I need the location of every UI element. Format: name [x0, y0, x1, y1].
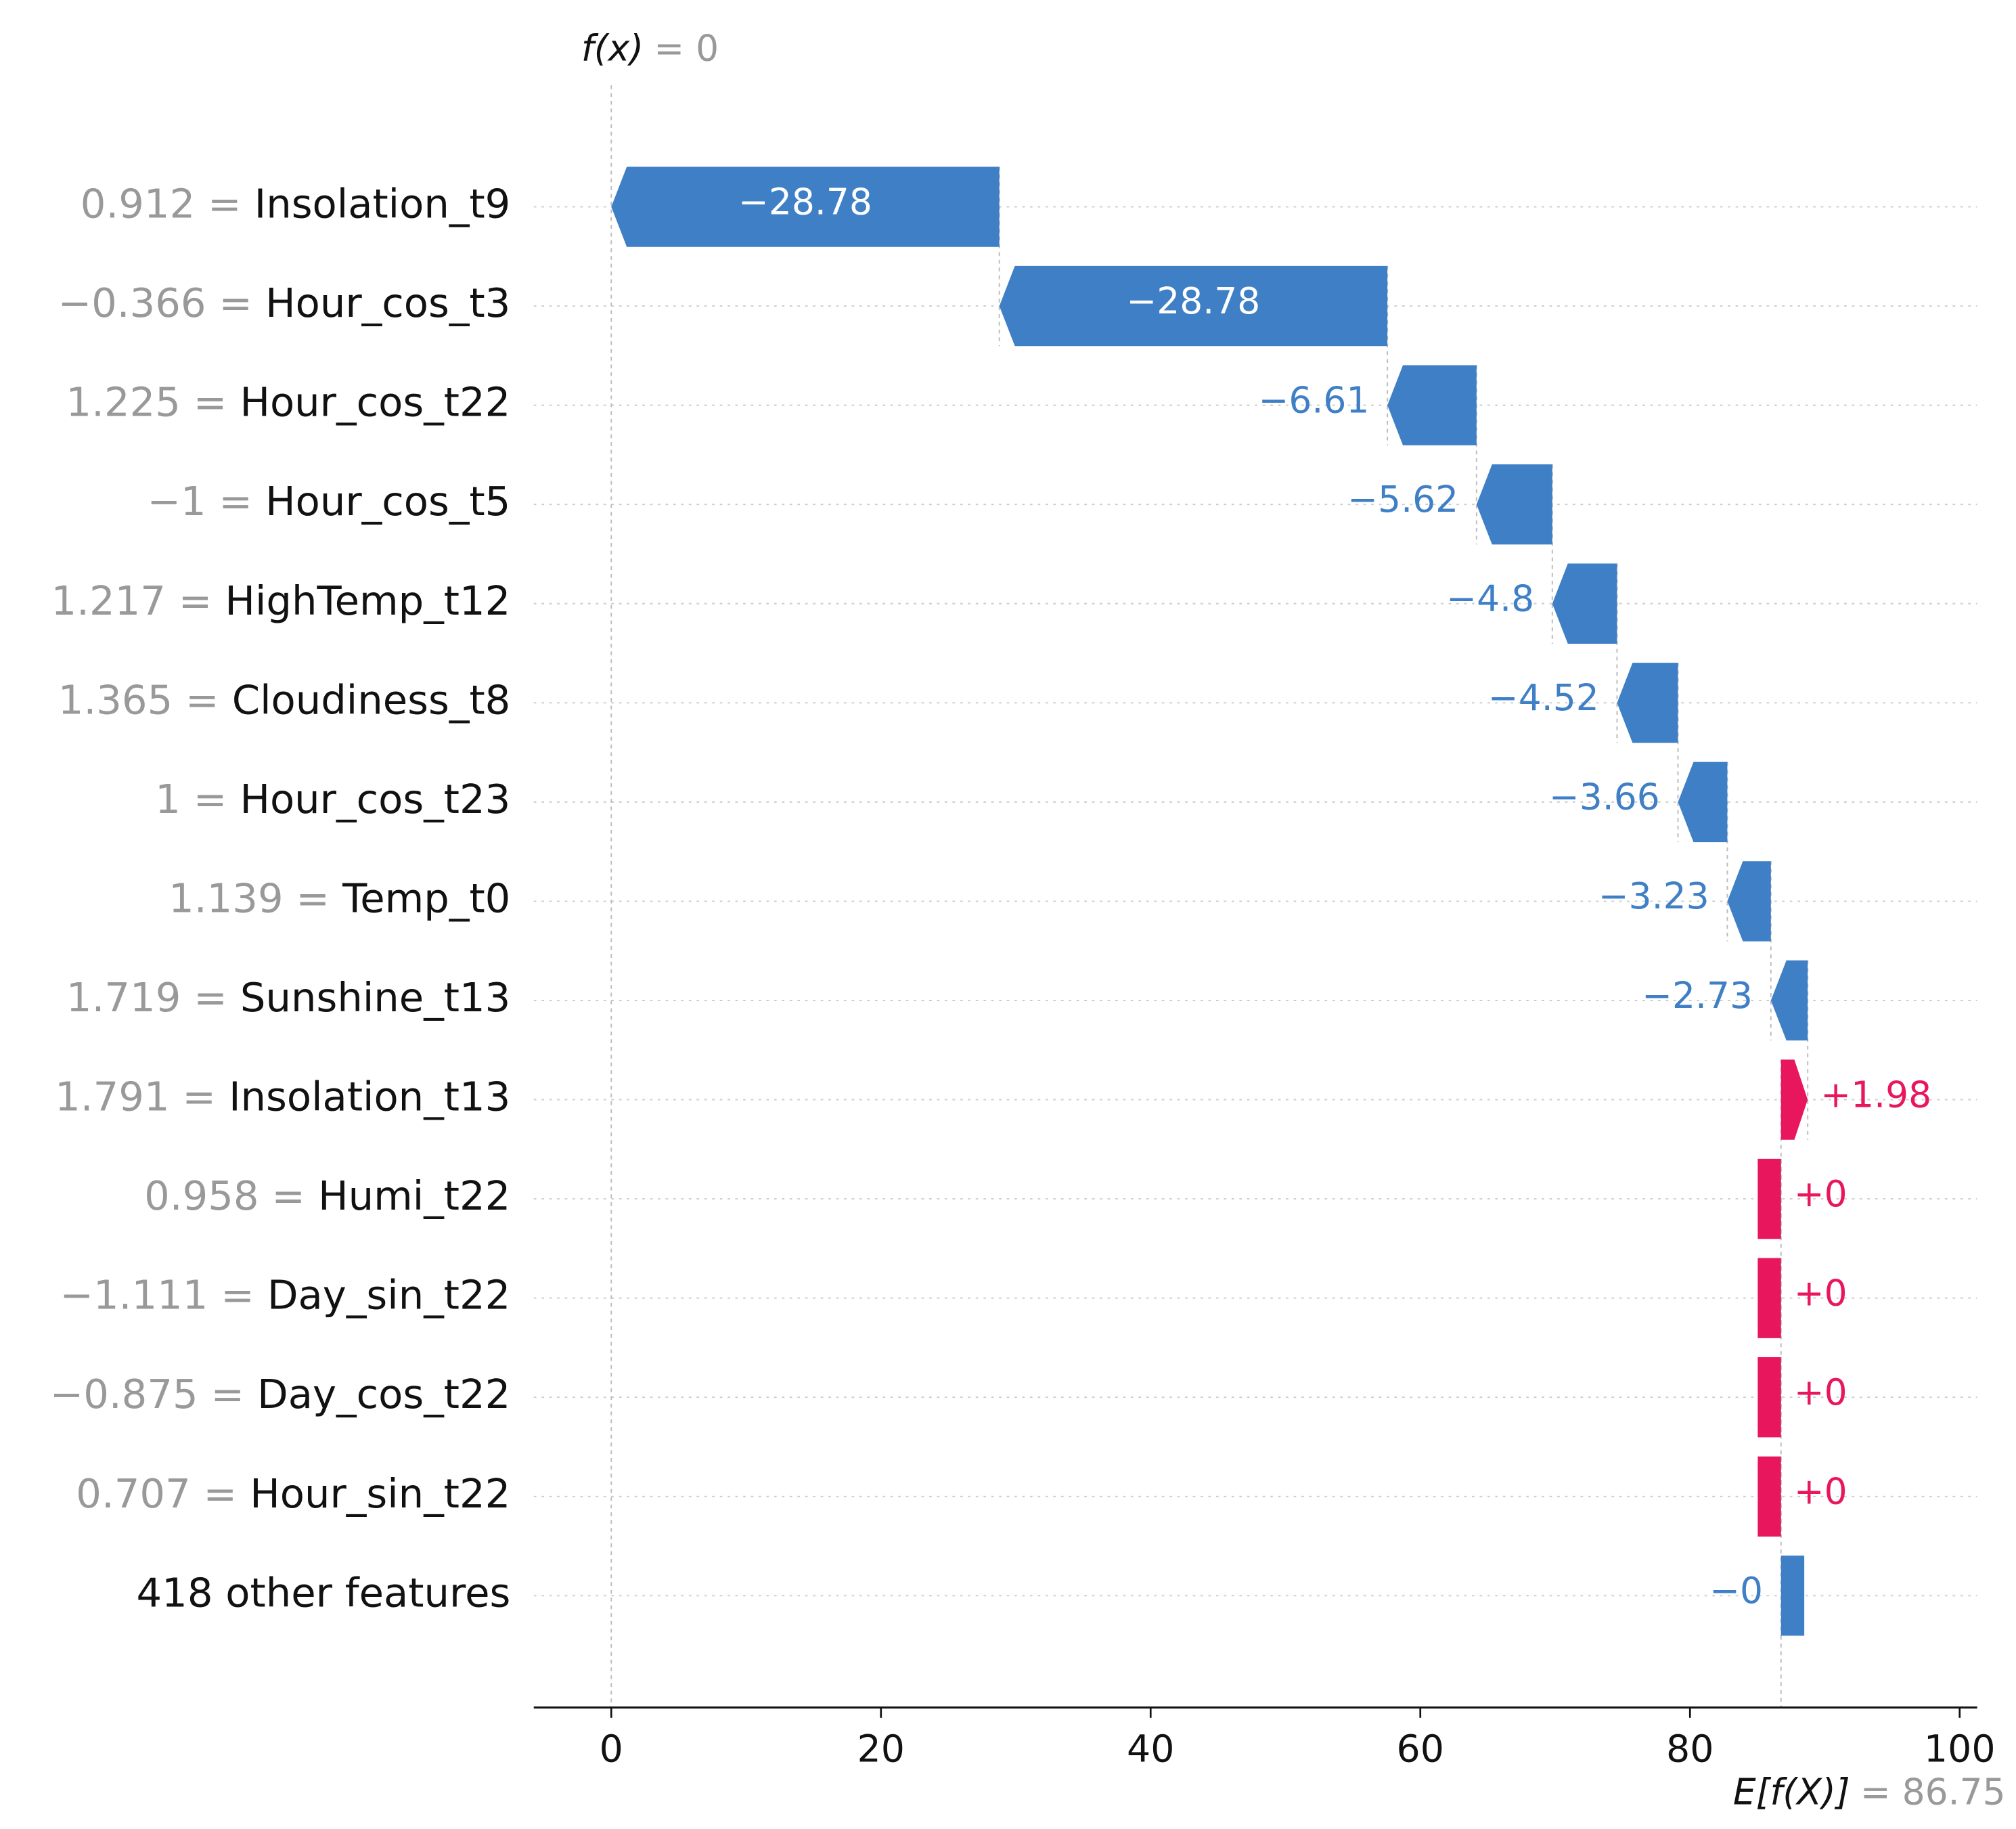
value-label: −6.61 — [1259, 378, 1370, 421]
feature-name: Humi_t22 — [318, 1172, 510, 1219]
feature-value: −0.366 = — [58, 280, 252, 326]
feature-name: Day_sin_t22 — [267, 1272, 510, 1319]
value-label: +0 — [1794, 1371, 1847, 1413]
feature-label: −1.111 = Day_sin_t22 — [60, 1272, 510, 1319]
bar — [999, 265, 1388, 347]
bar — [1757, 1258, 1781, 1338]
feature-label: 1.719 = Sunshine_t13 — [66, 974, 510, 1021]
feature-value: 1.719 = — [66, 974, 227, 1021]
feature-value: −1.111 = — [60, 1272, 254, 1319]
bar — [1780, 1059, 1808, 1140]
bar — [1617, 663, 1678, 743]
feature-name: Cloudiness_t8 — [232, 676, 511, 723]
x-tick-label: 0 — [600, 1728, 623, 1771]
feature-value: 1.365 = — [58, 676, 219, 723]
base-label: E[f(X)] — [1733, 1770, 1850, 1813]
feature-name: Hour_cos_t3 — [265, 280, 510, 326]
bar — [611, 167, 1000, 247]
fx-annotation: f(x) = 0 — [581, 26, 719, 69]
feature-value: 1.217 = — [51, 577, 212, 624]
feature-value: 1.791 = — [55, 1074, 216, 1120]
bar — [1780, 1556, 1805, 1636]
feature-name: Sunshine_t13 — [240, 974, 510, 1021]
feature-value: 1.225 = — [66, 379, 227, 426]
feature-name: 418 other features — [137, 1569, 511, 1616]
feature-label: 418 other features — [137, 1569, 511, 1616]
feature-label: −0.366 = Hour_cos_t3 — [58, 280, 511, 326]
fx-value: = 0 — [654, 26, 719, 69]
value-label: −3.66 — [1549, 776, 1660, 818]
value-label: +0 — [1794, 1271, 1847, 1314]
x-tick-label: 100 — [1924, 1728, 1996, 1771]
bar — [1387, 365, 1477, 445]
feature-label: −0.875 = Day_cos_t22 — [50, 1371, 511, 1417]
feature-name: HighTemp_t12 — [225, 577, 510, 624]
value-label: +0 — [1794, 1172, 1847, 1215]
fx-label: f(x) — [581, 26, 644, 69]
feature-name: Insolation_t13 — [229, 1074, 510, 1120]
feature-value: 1 = — [155, 776, 227, 822]
feature-value: −0.875 = — [50, 1371, 244, 1417]
value-label: −4.8 — [1446, 577, 1534, 620]
value-label: −28.78 — [1127, 280, 1261, 322]
bar — [1770, 960, 1808, 1041]
feature-label: 1.217 = HighTemp_t12 — [51, 577, 510, 624]
feature-name: Insolation_t9 — [254, 181, 511, 227]
x-tick-label: 40 — [1127, 1728, 1174, 1771]
value-label: −2.73 — [1642, 974, 1753, 1017]
feature-label: 0.707 = Hour_sin_t22 — [76, 1470, 510, 1517]
value-label: −28.78 — [738, 180, 872, 223]
value-label: +1.98 — [1820, 1073, 1931, 1116]
value-label: −4.52 — [1488, 676, 1599, 719]
bar — [1678, 762, 1728, 843]
base-value: = 86.75 — [1860, 1770, 2006, 1813]
bar — [1727, 861, 1771, 942]
bar — [1757, 1456, 1781, 1537]
bar — [1757, 1158, 1781, 1239]
x-tick-label: 80 — [1666, 1728, 1713, 1771]
feature-value: 0.707 = — [76, 1470, 237, 1517]
feature-name: Hour_cos_t22 — [240, 379, 510, 426]
x-tick-label: 20 — [857, 1728, 905, 1771]
feature-label: 1.365 = Cloudiness_t8 — [58, 676, 511, 723]
bar — [1552, 563, 1617, 644]
value-label: −0 — [1709, 1569, 1763, 1612]
bar — [1757, 1357, 1781, 1438]
base-annotation: E[f(X)] = 86.75 — [1733, 1770, 2006, 1813]
value-label: −5.62 — [1347, 478, 1458, 521]
feature-label: 1.791 = Insolation_t13 — [55, 1074, 510, 1120]
bar — [1476, 464, 1552, 545]
feature-value: 0.958 = — [144, 1172, 305, 1219]
feature-value: 1.139 = — [169, 875, 330, 922]
value-label: +0 — [1794, 1470, 1847, 1513]
feature-label: 0.958 = Humi_t22 — [144, 1172, 510, 1219]
feature-label: 1 = Hour_cos_t23 — [155, 776, 510, 822]
feature-name: Day_cos_t22 — [257, 1371, 510, 1417]
feature-value: 0.912 = — [81, 181, 242, 227]
feature-name: Hour_cos_t5 — [265, 478, 510, 525]
feature-label: 1.225 = Hour_cos_t22 — [66, 379, 510, 426]
x-tick-label: 60 — [1397, 1728, 1444, 1771]
feature-value: −1 = — [147, 478, 252, 525]
feature-label: −1 = Hour_cos_t5 — [147, 478, 510, 525]
feature-name: Hour_sin_t22 — [250, 1470, 510, 1517]
feature-label: 1.139 = Temp_t0 — [169, 875, 510, 922]
feature-label: 0.912 = Insolation_t9 — [81, 181, 511, 227]
feature-name: Temp_t0 — [342, 875, 510, 922]
value-label: −3.23 — [1598, 875, 1709, 917]
feature-name: Hour_cos_t23 — [240, 776, 510, 822]
